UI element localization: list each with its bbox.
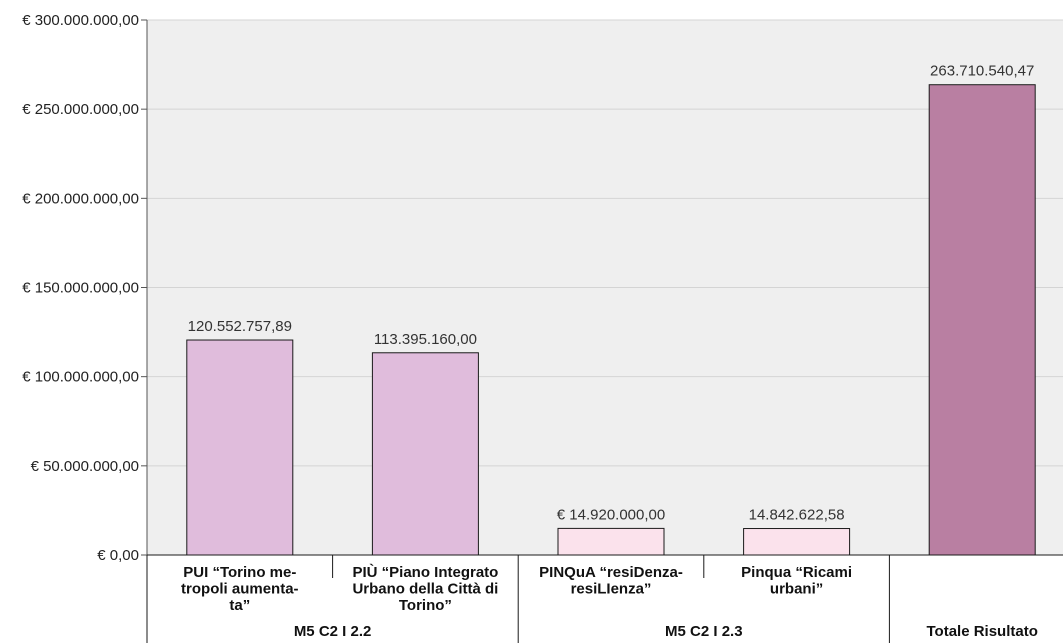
y-tick-label: € 200.000.000,00 <box>22 190 139 207</box>
x-category-label: Urbano della Città di <box>352 581 498 598</box>
bars <box>186 84 1036 556</box>
data-label: € 14.920.000,00 <box>557 506 665 523</box>
x-axis: PUI “Torino me-tropoli aumenta-ta” PIÙ “P… <box>146 20 1063 643</box>
x-category-label: PINQuA “resiDenza- <box>539 564 683 581</box>
x-category-label: ta” <box>229 597 250 614</box>
y-tick-label: € 100.000.000,00 <box>22 369 139 386</box>
y-tick-label: € 300.000.000,00 <box>22 12 139 29</box>
group-label: M5 C2 I 2.3 <box>665 623 743 640</box>
y-tick-label: € 50.000.000,00 <box>31 458 139 475</box>
group-label: M5 C2 I 2.2 <box>294 623 372 640</box>
data-label: 113.395.160,00 <box>374 331 477 348</box>
data-label: 14.842.622,58 <box>749 507 845 524</box>
group-label: Totale Risultato <box>926 623 1037 640</box>
x-category-label: Pinqua “Ricami <box>741 564 852 581</box>
y-tick-label: € 0,00 <box>97 547 139 564</box>
x-category-label: urbani” <box>770 581 823 598</box>
y-axis-ticks: € 0,00 € 50.000.000,00 € 100.000.000,00 € 1… <box>22 12 147 564</box>
bar <box>186 339 294 556</box>
x-category-label: tropoli aumenta- <box>181 581 299 598</box>
x-category-label: Torino” <box>399 597 452 614</box>
bar <box>371 352 479 556</box>
y-tick-label: € 250.000.000,00 <box>22 101 139 118</box>
y-tick-label: € 150.000.000,00 <box>22 280 139 297</box>
bar <box>743 528 851 556</box>
bar <box>557 527 665 556</box>
data-label: 120.552.757,89 <box>188 318 292 335</box>
x-category-label: resiLIenza” <box>571 581 652 598</box>
bar <box>928 84 1036 556</box>
data-label: 263.710.540,47 <box>930 63 1034 80</box>
x-category-label: PUI “Torino me- <box>183 564 296 581</box>
data-labels: 120.552.757,89 113.395.160,00 € 14.920.000… <box>188 63 1035 524</box>
x-category-label: PIÙ “Piano Integrato <box>352 563 498 581</box>
gridlines <box>147 19 1063 556</box>
